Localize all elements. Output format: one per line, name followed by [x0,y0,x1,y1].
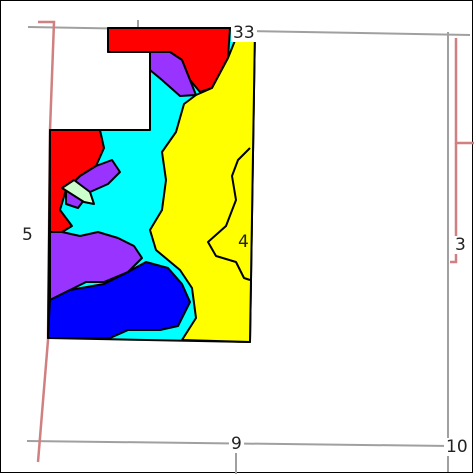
soil-parcel [47,27,256,343]
soil-inclusion-outline [207,147,251,281]
section-label-9: 9 [229,434,244,454]
soil-unit-pale-green [61,179,95,205]
section-label-33: 33 [231,23,257,43]
section-label-10: 10 [444,437,470,457]
soil-unit-yellow [149,27,256,343]
section-label-3: 3 [453,235,468,255]
section-label-4: 4 [238,232,249,252]
section-label-5: 5 [20,225,35,245]
soil-unit-blue [47,261,191,339]
